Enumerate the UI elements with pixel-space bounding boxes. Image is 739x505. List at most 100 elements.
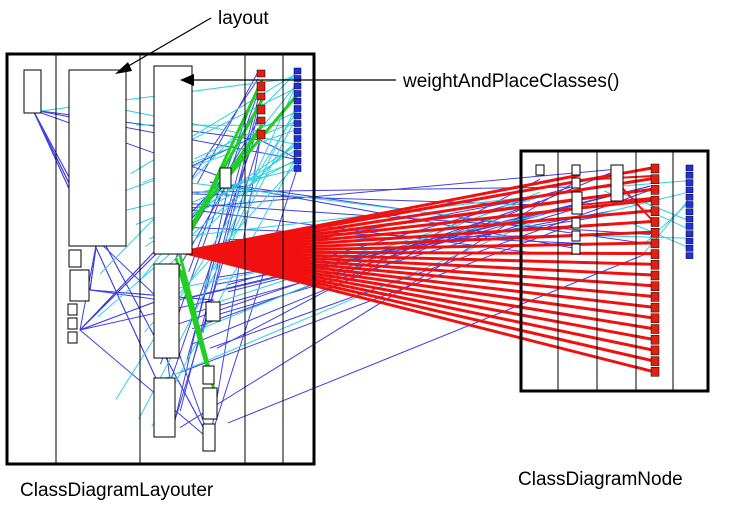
highlighted-edge <box>181 250 653 288</box>
method-box <box>202 365 215 385</box>
attribute-marker <box>650 174 660 184</box>
method-box <box>202 423 216 452</box>
weight-and-place-arrowhead <box>180 74 194 86</box>
attribute-marker <box>650 345 660 356</box>
field-access-edge <box>151 152 299 427</box>
operation-marker <box>293 120 302 127</box>
call-edge <box>174 179 231 421</box>
attribute-marker <box>650 302 660 313</box>
highlighted-edge <box>181 177 653 254</box>
call-edge <box>89 289 161 301</box>
attribute-marker <box>256 129 266 140</box>
method-box <box>202 387 218 420</box>
weight-and-place-label: weightAndPlaceClasses() <box>402 71 620 92</box>
method-box <box>571 177 581 189</box>
operation-marker <box>685 179 694 186</box>
attribute-marker <box>650 367 660 377</box>
operation-marker <box>685 223 694 230</box>
call-edge <box>209 159 301 441</box>
field-access-edge <box>630 222 689 248</box>
attribute-marker <box>650 227 660 238</box>
attribute-marker <box>256 69 266 78</box>
operation-marker <box>685 186 694 194</box>
operation-marker <box>293 157 302 165</box>
attribute-marker <box>650 249 660 259</box>
operation-marker <box>685 208 694 216</box>
highlighted-edge <box>181 250 653 363</box>
method-box <box>68 69 127 247</box>
field-access-edge <box>97 143 297 318</box>
highlighted-edge <box>181 250 653 266</box>
method-box <box>67 331 78 344</box>
call-edge <box>197 71 259 184</box>
field-access-edge <box>119 108 296 145</box>
operation-marker <box>293 112 302 120</box>
operation-marker <box>685 215 694 223</box>
method-box <box>67 303 78 316</box>
method-box <box>610 164 624 202</box>
field-access-edge <box>588 235 689 239</box>
attribute-marker <box>650 206 660 217</box>
operation-marker <box>685 230 694 237</box>
attribute-marker <box>650 238 660 249</box>
operation-marker <box>685 193 694 201</box>
method-box <box>67 317 78 330</box>
highlighted-edge <box>181 250 653 352</box>
attribute-marker <box>650 292 660 302</box>
operation-marker <box>685 237 694 245</box>
operation-marker <box>293 67 302 75</box>
call-edge <box>179 202 651 236</box>
local-call-edge <box>194 94 299 216</box>
operation-marker <box>293 135 302 142</box>
class-diagram-node-box <box>519 149 710 393</box>
call-edge <box>216 178 541 349</box>
operation-marker <box>293 82 302 90</box>
method-box <box>68 249 82 268</box>
method-box <box>69 269 90 302</box>
method-box <box>153 65 193 255</box>
method-box <box>23 69 42 114</box>
attribute-marker <box>650 356 660 366</box>
attribute-marker <box>650 313 660 324</box>
highlighted-edge <box>181 198 576 254</box>
attribute-marker <box>650 217 660 227</box>
highlighted-edge <box>181 250 653 373</box>
layout-label: layout <box>218 8 269 29</box>
method-box <box>571 164 581 176</box>
call-edge <box>89 289 215 301</box>
call-edge <box>32 109 211 441</box>
method-box <box>571 191 583 215</box>
weight-and-place-annotation: weightAndPlaceClasses() <box>180 71 620 92</box>
attribute-marker <box>650 270 660 281</box>
operation-marker <box>685 252 694 259</box>
highlighted-edges <box>181 166 653 373</box>
right-class-name: ClassDiagramNode <box>518 469 683 490</box>
layout-arrowhead <box>115 62 132 74</box>
operation-marker <box>293 142 302 150</box>
attribute-marker <box>650 163 660 174</box>
method-box <box>153 377 176 438</box>
operation-marker <box>293 75 302 82</box>
highlighted-edge <box>181 250 653 298</box>
highlighted-edge <box>181 250 653 330</box>
right-class-frame <box>519 149 710 393</box>
call-edge <box>259 139 301 161</box>
highlighted-edge <box>181 173 581 254</box>
call-edge <box>79 299 161 331</box>
operation-marker <box>293 90 302 97</box>
attribute-marker <box>650 185 660 195</box>
class-diagram-layouter-box <box>5 52 316 466</box>
attribute-marker <box>256 116 266 125</box>
call-edge <box>164 127 259 399</box>
operation-marker <box>685 245 694 252</box>
highlighted-edge <box>181 250 653 341</box>
left-class-name: ClassDiagramLayouter <box>20 480 214 501</box>
method-box <box>571 230 581 242</box>
attribute-marker <box>650 324 660 334</box>
field-access-edge <box>194 111 297 160</box>
operation-marker <box>685 201 694 208</box>
attribute-marker <box>650 195 660 206</box>
highlighted-edge <box>181 250 653 320</box>
highlighted-edge <box>181 250 653 277</box>
operation-marker <box>293 127 302 135</box>
